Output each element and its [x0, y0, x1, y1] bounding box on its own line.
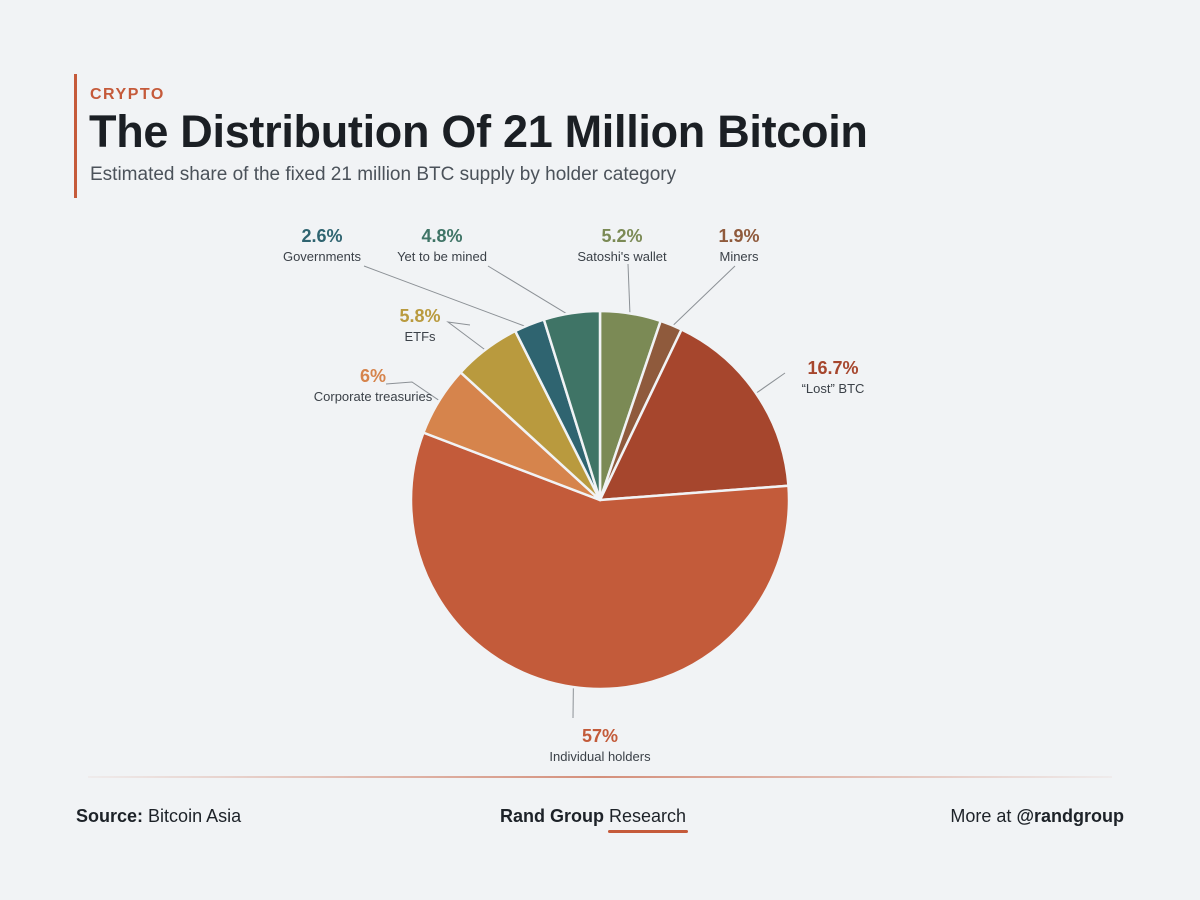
slice-category-label: Yet to be mined: [397, 249, 487, 264]
slice-category-label: ETFs: [404, 329, 436, 344]
slice-value-label: 5.8%: [399, 306, 440, 326]
footer-divider: [88, 776, 1112, 778]
source-label: Source:: [76, 806, 144, 826]
leader-line: [487, 265, 573, 318]
header: CRYPTO The Distribution Of 21 Million Bi…: [74, 74, 868, 198]
more-label: More at: [950, 806, 1012, 826]
slice-category-label: Corporate treasuries: [314, 389, 433, 404]
source-value: Bitcoin Asia: [148, 806, 242, 826]
social-handle[interactable]: @randgroup: [1016, 806, 1124, 826]
leader-line: [627, 263, 631, 318]
slice-value-label: 4.8%: [421, 226, 462, 246]
slice-category-label: Miners: [719, 249, 759, 264]
slice-category-label: “Lost” BTC: [802, 381, 865, 396]
source-credit: Source: Bitcoin Asia: [76, 806, 241, 827]
leader-line: [385, 381, 443, 404]
leader-line: [669, 265, 736, 329]
brand-mark: Rand Group Research: [500, 806, 688, 833]
brand-underline: [608, 830, 688, 833]
brand-suffix: Research: [609, 806, 687, 826]
slice-category-label: Governments: [283, 249, 362, 264]
slice-value-label: 57%: [582, 726, 618, 746]
brand-name: Rand Group: [500, 806, 604, 826]
leader-line: [752, 372, 786, 396]
slice-category-label: Individual holders: [549, 749, 651, 764]
slice-category-label: Satoshi's wallet: [577, 249, 667, 264]
page-title: The Distribution Of 21 Million Bitcoin: [89, 106, 868, 157]
leader-line: [446, 321, 489, 353]
pie-slice-yet-to-be-mined: [542, 309, 602, 502]
slice-value-label: 5.2%: [601, 226, 642, 246]
slice-value-label: 6%: [360, 366, 386, 386]
page-subtitle: Estimated share of the fixed 21 million …: [90, 164, 677, 185]
leader-line: [363, 265, 531, 329]
pie-slice-lost-btc: [598, 328, 790, 502]
more-link[interactable]: More at @randgroup: [950, 806, 1124, 827]
slice-value-label: 16.7%: [807, 358, 858, 378]
slice-value-label: 1.9%: [718, 226, 759, 246]
pie-slice-individual-holders: [409, 431, 791, 691]
slice-value-label: 2.6%: [301, 226, 342, 246]
category-kicker: CRYPTO: [90, 86, 165, 103]
